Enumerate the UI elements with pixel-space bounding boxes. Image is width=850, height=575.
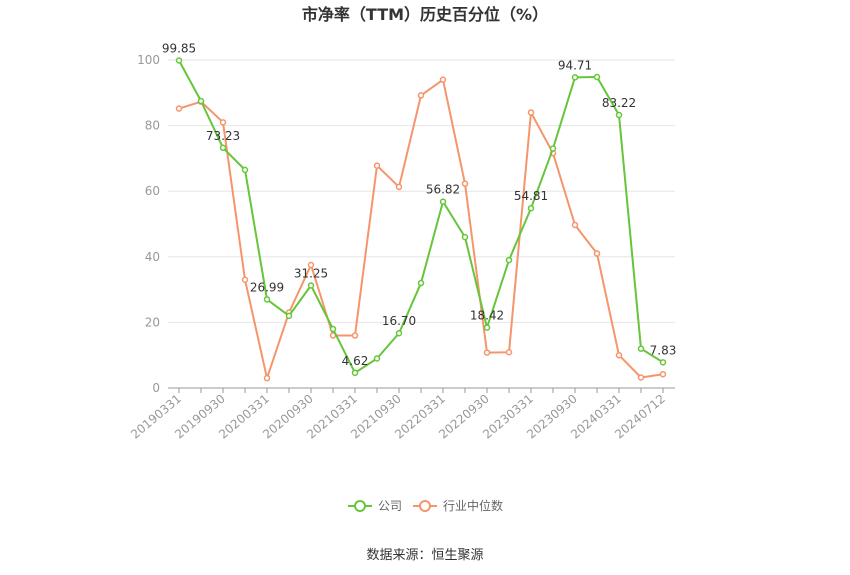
data-point-1-15 — [505, 348, 513, 356]
data-point-1-9 — [373, 162, 381, 169]
data-point-0-22 — [659, 359, 667, 366]
data-point-0-17 — [549, 145, 557, 152]
data-point-0-12 — [439, 198, 447, 205]
data-point-0-2 — [219, 144, 227, 152]
data-point-0-7 — [329, 325, 337, 333]
data-point-0-20 — [615, 111, 623, 119]
legend-label-company: 公司 — [378, 499, 402, 513]
data-point-1-16 — [527, 109, 535, 116]
y-tick-label-60: 60 — [145, 184, 160, 198]
data-point-1-19 — [593, 250, 601, 257]
legend-item-industry[interactable]: 行业中位数 — [413, 498, 503, 513]
data-point-0-3 — [241, 166, 249, 174]
data-point-0-21 — [637, 345, 645, 352]
data-label-4: 26.99 — [250, 280, 284, 294]
data-label-10: 16.70 — [382, 314, 416, 328]
data-label-12: 56.82 — [426, 183, 460, 197]
data-point-1-12 — [439, 76, 447, 83]
data-label-22: 7.83 — [650, 343, 677, 357]
data-point-0-8 — [351, 369, 359, 377]
x-axis: 2019033120190930202003312020093020210331… — [128, 387, 675, 442]
data-point-1-10 — [395, 183, 403, 191]
chart-title: 市净率（TTM）历史百分位（%） — [302, 5, 548, 24]
data-labels: 99.85 73.23 26.99 31.25 4.62 16.70 56.82 18.42 5… — [162, 41, 677, 367]
data-point-1-13 — [461, 180, 469, 187]
data-point-1-22 — [659, 370, 667, 378]
data-point-0-14 — [483, 324, 491, 331]
data-point-0-15 — [505, 256, 513, 264]
y-tick-label-80: 80 — [145, 119, 160, 133]
data-label-20: 83.22 — [602, 96, 636, 110]
data-label-0: 99.85 — [162, 41, 196, 55]
series-line-0 — [178, 60, 664, 374]
data-label-6: 31.25 — [294, 267, 328, 281]
data-point-0-16 — [527, 204, 535, 212]
data-point-1-2 — [219, 119, 227, 126]
data-label-14: 18.42 — [470, 309, 504, 323]
data-point-1-21 — [637, 374, 645, 381]
legend-marker-industry — [419, 500, 431, 512]
data-label-16: 54.81 — [514, 189, 548, 203]
data-point-1-6 — [307, 261, 315, 269]
legend-marker-company — [354, 500, 366, 512]
data-point-1-11 — [417, 92, 425, 99]
data-point-0-1 — [197, 97, 205, 105]
data-point-1-8 — [351, 332, 359, 339]
data-point-0-0 — [175, 57, 183, 64]
legend-label-industry: 行业中位数 — [443, 498, 503, 513]
y-tick-label-100: 100 — [137, 53, 160, 67]
y-tick-label-20: 20 — [145, 315, 160, 329]
legend-item-company[interactable]: 公司 — [348, 499, 402, 513]
data-label-2: 73.23 — [206, 129, 240, 143]
data-point-0-18 — [571, 74, 579, 81]
series-line-1 — [178, 78, 664, 380]
data-source: 数据来源：恒生聚源 — [366, 548, 483, 563]
y-tick-label-40: 40 — [145, 250, 160, 264]
grid — [168, 59, 675, 323]
data-label-18: 94.71 — [558, 58, 592, 72]
y-axis: 0 20 40 60 80 100 — [137, 53, 160, 395]
data-point-0-4 — [263, 296, 271, 303]
data-point-0-11 — [417, 279, 425, 287]
data-point-0-5 — [285, 312, 293, 320]
data-point-1-3 — [241, 276, 249, 284]
y-tick-label-0: 0 — [152, 381, 160, 395]
data-point-1-0 — [175, 105, 183, 112]
data-label-8: 4.62 — [342, 354, 369, 368]
data-point-0-19 — [593, 73, 601, 81]
data-point-0-13 — [461, 233, 469, 241]
legend: 公司 行业中位数 — [348, 498, 503, 513]
data-point-1-18 — [571, 221, 579, 229]
series-layer — [175, 57, 667, 382]
data-point-0-6 — [307, 282, 315, 289]
data-point-1-4 — [263, 374, 271, 382]
data-point-0-10 — [395, 329, 403, 337]
data-point-1-20 — [615, 351, 623, 359]
data-point-1-14 — [483, 349, 491, 356]
data-point-0-9 — [373, 355, 381, 362]
